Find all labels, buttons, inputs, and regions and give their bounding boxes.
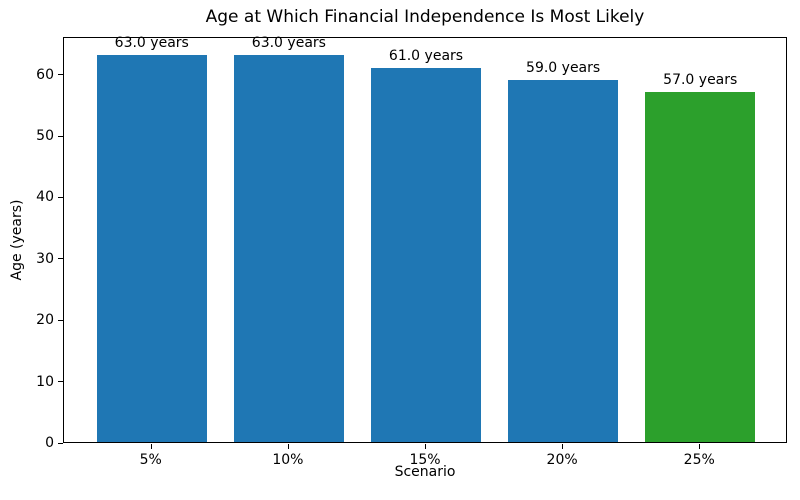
- y-tick-mark: [58, 74, 63, 76]
- y-tick-mark: [58, 196, 63, 198]
- y-tick-label: 30: [36, 250, 54, 267]
- y-tick-mark: [58, 258, 63, 260]
- x-tick-mark: [150, 444, 152, 449]
- bar-value-label: 61.0 years: [388, 47, 464, 64]
- bar: [234, 55, 344, 442]
- x-tick-mark: [287, 444, 289, 449]
- bar-value-label: 63.0 years: [114, 35, 189, 52]
- x-tick-mark: [425, 444, 426, 449]
- x-tick-label: 10%: [272, 452, 304, 468]
- bar-value-label: 63.0 years: [251, 35, 326, 52]
- x-tick-label: 15%: [409, 452, 441, 468]
- bar: [96, 55, 207, 442]
- y-tick-label: 60: [36, 66, 54, 83]
- x-tick-label: 20%: [546, 452, 578, 468]
- chart-title: Age at Which Financial Independence Is M…: [205, 7, 645, 27]
- x-axis-label: Scenario: [394, 464, 456, 480]
- y-tick-mark: [58, 442, 63, 444]
- x-tick-mark: [562, 444, 564, 449]
- y-tick-label: 20: [36, 312, 54, 329]
- x-tick-label: 5%: [139, 452, 162, 468]
- bar-value-label: 57.0 years: [663, 72, 738, 89]
- y-tick-label: 40: [36, 189, 54, 206]
- bar: [645, 92, 756, 442]
- y-tick-label: 50: [36, 128, 54, 145]
- y-tick-mark: [58, 135, 63, 137]
- y-tick-mark: [58, 319, 63, 321]
- bar: [508, 79, 618, 442]
- y-axis-label: Age (years): [9, 199, 25, 281]
- plot-area: 63.0 years 63.0 years 61.0 years 59.0 years…: [63, 35, 787, 443]
- bar: [371, 67, 481, 442]
- y-tick-mark: [58, 381, 63, 383]
- x-tick-mark: [699, 444, 701, 449]
- x-tick-label: 25%: [683, 452, 715, 468]
- y-tick-label: 0: [45, 435, 54, 451]
- y-tick-label: 10: [36, 373, 54, 390]
- bar-value-label: 59.0 years: [526, 59, 601, 76]
